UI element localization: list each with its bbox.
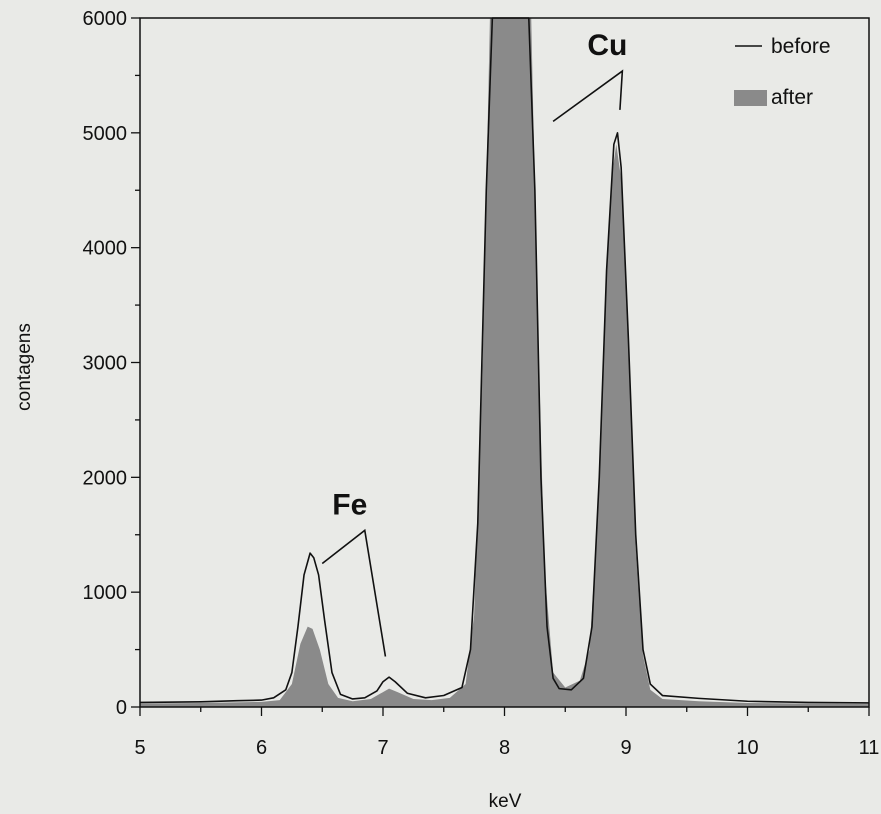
plot-frame (139, 17, 870, 708)
legend-after-label: after (771, 86, 813, 109)
x-axis-title: keV (489, 791, 522, 812)
y-tick-label: 0 (116, 697, 127, 719)
series-before-line (139, 17, 870, 704)
x-tick-label: 5 (134, 737, 145, 759)
y-tick-label: 1000 (83, 582, 128, 604)
annotation-fe-leader (321, 528, 387, 657)
x-tick-label: 7 (377, 737, 388, 759)
series-layer (139, 17, 870, 707)
series-after-area (140, 18, 869, 707)
x-tick-label: 6 (256, 737, 267, 759)
x-tick-label: 8 (499, 737, 510, 759)
x-tick-label: 10 (736, 737, 758, 759)
y-tick-label: 3000 (83, 353, 128, 375)
annotation-fe-label: Fe (332, 488, 367, 521)
y-tick-label: 6000 (83, 8, 128, 30)
y-tick-label: 5000 (83, 123, 128, 145)
y-tick-label: 2000 (83, 467, 128, 489)
x-axis: 5 6 7 8 9 10 11 (134, 707, 879, 759)
legend-before-label: before (771, 35, 831, 58)
legend-after-swatch (734, 90, 767, 106)
y-tick-label: 4000 (83, 238, 128, 260)
x-tick-label: 9 (620, 737, 631, 759)
annotation-cu-label: Cu (587, 29, 627, 62)
annotation-cu-leader (552, 69, 624, 122)
legend: before after (734, 35, 831, 109)
x-tick-label: 11 (859, 737, 880, 759)
y-axis: 0 1000 2000 3000 4000 5000 6000 (83, 8, 140, 719)
annotation-layer: Cu Fe (321, 29, 627, 657)
y-axis-title: contagens (14, 323, 35, 411)
